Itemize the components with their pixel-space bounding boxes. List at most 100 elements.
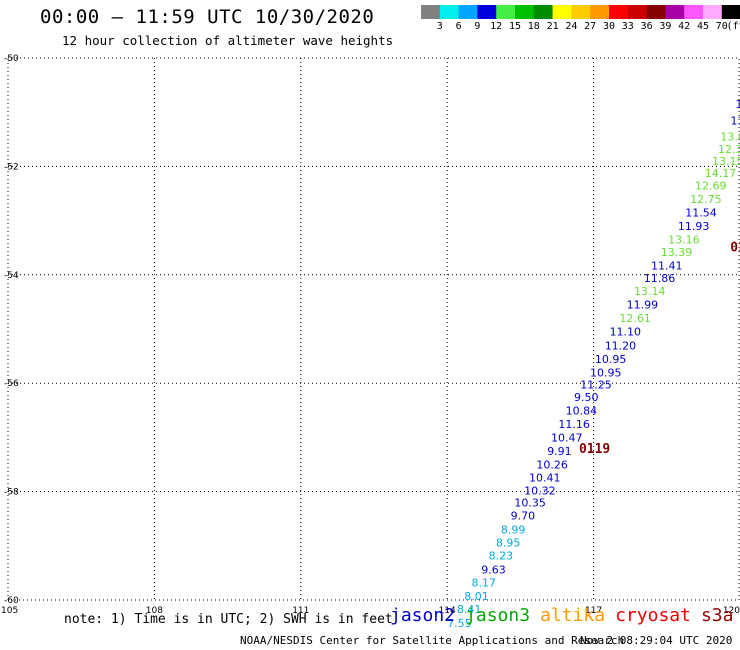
wave-height-point: 10.95 — [590, 366, 622, 379]
page-subtitle: 12 hour collection of altimeter wave hei… — [62, 33, 394, 48]
wave-height-point: 11.86 — [644, 272, 676, 285]
color-scale-label: 18 — [527, 21, 540, 32]
color-scale-label: 9 — [474, 21, 481, 32]
legend-item-s3a: s3a — [700, 605, 734, 626]
wave-height-point: 9.91 — [547, 445, 572, 458]
x-tick-label: 108 — [146, 606, 163, 616]
wave-height-point: 12.75 — [690, 193, 722, 206]
wave-height-point: 10.35 — [514, 496, 546, 509]
color-swatch — [590, 5, 610, 19]
color-scale-label: 12 — [490, 21, 503, 32]
wave-height-point: 10.41 — [529, 472, 561, 485]
credit-line: NOAA/NESDIS Center for Satellite Applica… — [240, 634, 625, 647]
color-swatch — [439, 5, 460, 19]
wave-height-point: 11.25 — [580, 378, 612, 391]
wave-height-point: 11.41 — [651, 260, 683, 273]
color-swatch — [721, 5, 740, 19]
color-swatch — [515, 5, 535, 19]
color-scale-label: 39 — [659, 21, 672, 32]
y-tick-label: -50 — [4, 54, 19, 64]
legend-item-jason2: jason2 — [390, 605, 456, 626]
wave-height-point: 11.10 — [610, 326, 642, 339]
wave-height-point: 8.99 — [501, 524, 526, 537]
color-swatch — [627, 5, 648, 19]
color-swatch — [477, 5, 497, 19]
y-tick-label: -58 — [4, 488, 19, 498]
color-swatch — [458, 5, 478, 19]
color-swatch — [552, 5, 572, 19]
wave-height-point: 11 — [735, 98, 740, 111]
satellite-legend: jason2 jason3 altika cryosat s3a — [390, 605, 740, 626]
color-scale-label: 21 — [546, 21, 559, 32]
legend-item-cryosat: cryosat — [615, 605, 691, 626]
wave-height-point: 11.54 — [685, 206, 717, 219]
color-scale-label: 42 — [678, 21, 691, 32]
wave-height-point: 10.32 — [524, 485, 556, 498]
color-scale-label: 15 — [508, 21, 522, 32]
color-scale-label: 70 — [715, 21, 728, 32]
wave-height-point: 9.63 — [481, 564, 506, 577]
wave-height-point: 11.93 — [678, 220, 710, 233]
color-swatch — [571, 5, 591, 19]
wave-height-point: 13.16 — [668, 234, 700, 247]
x-tick-label: 120 — [723, 606, 740, 616]
x-tick-label: 111 — [292, 606, 309, 616]
color-scale-label: 3 — [436, 21, 443, 32]
y-tick-label: -56 — [4, 379, 19, 389]
color-scale-unit: (ft) — [726, 21, 740, 32]
wave-height-point: 8.17 — [472, 577, 497, 590]
wave-height-point: 10.95 — [595, 353, 627, 366]
wave-height-point: 13.39 — [661, 246, 693, 259]
color-scale-label: 6 — [455, 21, 462, 32]
wave-height-point: 11.16 — [558, 418, 590, 431]
wave-height-point: 11.99 — [627, 299, 659, 312]
color-scale-bar — [421, 5, 740, 19]
pass-time-annotation: 0119 — [579, 442, 610, 457]
generated-timestamp: Nov 2 08:29:04 UTC 2020 — [580, 634, 733, 647]
color-scale-label: 27 — [584, 21, 597, 32]
color-scale-label: 36 — [640, 21, 653, 32]
color-scale-label: 33 — [621, 21, 634, 32]
wave-height-point: 8.95 — [496, 537, 521, 550]
page-title: 00:00 – 11:59 UTC 10/30/2020 — [40, 6, 375, 28]
color-scale-label: 45 — [696, 21, 710, 32]
wave-height-point: 10.26 — [536, 459, 568, 472]
x-tick-label: 105 — [1, 606, 18, 616]
color-swatch — [533, 5, 554, 19]
wave-height-point: 13.14 — [634, 285, 666, 298]
wave-height-point: 10.84 — [566, 404, 598, 417]
color-swatch — [665, 5, 685, 19]
wave-height-point: 9.70 — [511, 509, 536, 522]
wave-height-point: 7.55 — [447, 617, 472, 630]
x-tick-label: 114 — [439, 606, 456, 616]
color-scale-label: 30 — [602, 21, 616, 32]
footnote: note: 1) Time is in UTC; 2) SWH is in fe… — [64, 612, 393, 627]
wave-height-point: 10.47 — [551, 431, 583, 444]
color-swatch — [496, 5, 516, 19]
wave-height-point: 12.69 — [695, 179, 727, 192]
wave-height-point: 8.23 — [489, 550, 514, 563]
color-swatch — [421, 5, 441, 19]
legend-item-jason3: jason3 — [465, 605, 531, 626]
wave-height-point: 9.50 — [574, 391, 599, 404]
y-tick-label: -52 — [4, 162, 19, 172]
color-swatch — [646, 5, 666, 19]
y-tick-label: -60 — [4, 596, 19, 606]
pass-time-annotation: 0113 — [730, 241, 740, 256]
color-swatch — [684, 5, 704, 19]
wave-height-point: 8.01 — [464, 590, 489, 603]
color-swatch — [609, 5, 629, 19]
wave-height-point: 13.15 — [712, 155, 740, 168]
wave-height-point: 12.61 — [619, 312, 651, 325]
wave-height-point: 11.20 — [605, 339, 637, 352]
color-swatch — [703, 5, 723, 19]
wave-height-point: 14.17 — [705, 167, 737, 180]
wave-height-point: 13.0 — [720, 131, 740, 144]
wave-height-point: 12.3 — [718, 143, 740, 156]
x-tick-label: 117 — [585, 606, 602, 616]
y-tick-label: -54 — [4, 271, 19, 281]
color-scale-label: 24 — [565, 21, 578, 32]
wave-height-point: 11 — [731, 114, 740, 127]
